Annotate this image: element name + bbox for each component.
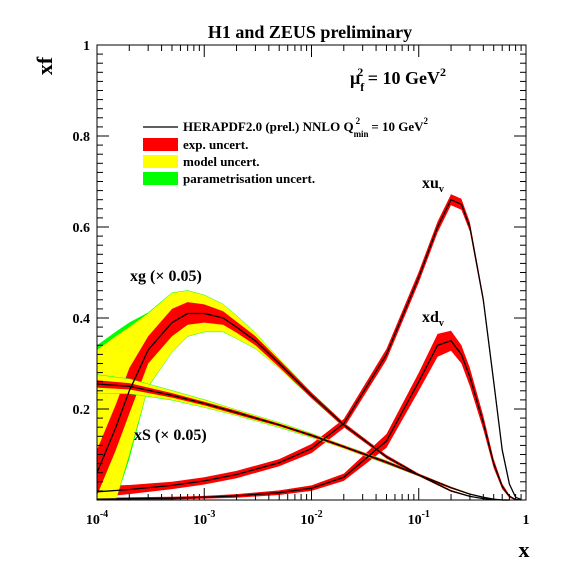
y-axis-label: xf xyxy=(32,56,57,75)
xg-central-line xyxy=(96,312,510,501)
xuv-central-line xyxy=(96,198,522,501)
x-tick-label: 1 xyxy=(523,513,530,528)
x-axis-label: x xyxy=(519,537,530,562)
y-tick-label: 0.6 xyxy=(73,221,91,236)
x-tick-label: 10-3 xyxy=(193,509,215,528)
legend-swatch-param xyxy=(143,172,178,185)
x-tick-label: 10-1 xyxy=(408,509,430,528)
axis-tick-labels: 10-4 10-3 10-2 10-1 1 0.2 0.4 0.6 0.8 1 xyxy=(73,39,530,528)
y-tick-label: 1 xyxy=(83,39,90,54)
y-tick-label: 0.8 xyxy=(73,130,91,145)
legend-entry-exp: exp. uncert. xyxy=(183,137,248,152)
legend-entry-param: parametrisation uncert. xyxy=(183,171,315,186)
label-xuv: xuv xyxy=(422,175,444,195)
y-tick-label: 0.4 xyxy=(73,312,91,327)
xdv-central-line xyxy=(96,340,522,501)
legend-entry-model: model uncert. xyxy=(183,154,260,169)
y-tick-label: 0.2 xyxy=(73,403,91,418)
axis-ticks xyxy=(96,44,526,501)
scale-label: μf2 = 10 GeV2 xyxy=(350,65,446,94)
label-xdv: xdv xyxy=(422,309,444,329)
x-tick-label: 10-2 xyxy=(300,509,322,528)
chart-title: H1 and ZEUS preliminary xyxy=(208,22,412,42)
label-xs: xS (× 0.05) xyxy=(134,427,207,444)
legend-swatch-model xyxy=(143,155,178,168)
legend: HERAPDF2.0 (prel.) NNLO Qmin2 = 10 GeV2 … xyxy=(143,116,429,186)
xs-central-line xyxy=(96,383,510,501)
legend-entry-central: HERAPDF2.0 (prel.) NNLO Qmin2 = 10 GeV2 xyxy=(183,116,429,139)
central-curves xyxy=(96,198,522,501)
x-tick-label: 10-4 xyxy=(86,509,108,528)
label-xg: xg (× 0.05) xyxy=(130,268,202,285)
legend-swatch-exp xyxy=(143,138,178,151)
